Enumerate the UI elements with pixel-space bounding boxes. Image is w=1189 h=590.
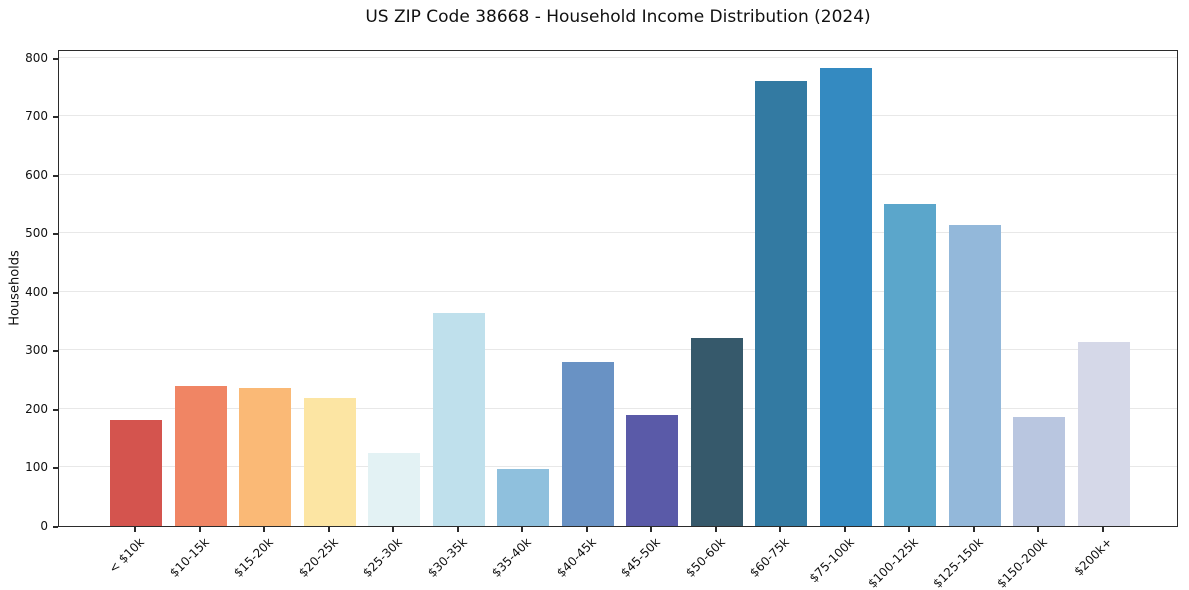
gridline-100 <box>59 466 1177 468</box>
y-tick-mark-100 <box>53 467 58 470</box>
bar-$125-150k <box>948 224 1001 526</box>
gridline-400 <box>59 290 1177 292</box>
gridline-700 <box>59 115 1177 117</box>
bar-$200k+ <box>1077 341 1130 526</box>
bar-$20-25k <box>303 398 356 526</box>
bar-<$10k <box>110 420 163 526</box>
y-tick-mark-0 <box>53 526 58 528</box>
gridline-600 <box>59 173 1177 175</box>
x-tick-mark-1 <box>198 527 201 532</box>
plot-area <box>58 50 1178 527</box>
bar-$35-40k <box>497 468 550 526</box>
bar-$100-125k <box>884 203 937 526</box>
x-tick-mark-4 <box>392 527 395 532</box>
bar-$45-50k <box>626 415 679 526</box>
y-tick-label-700: 700 <box>25 109 48 124</box>
y-tick-label-0: 0 <box>40 519 48 533</box>
gridline-300 <box>59 349 1177 351</box>
y-tick-mark-500 <box>53 233 58 236</box>
gridline-800 <box>59 56 1177 58</box>
x-tick-mark-2 <box>263 527 266 532</box>
y-tick-mark-800 <box>53 57 58 60</box>
y-tick-label-100: 100 <box>25 460 48 475</box>
x-tick-mark-3 <box>327 527 330 532</box>
x-tick-mark-8 <box>650 527 653 532</box>
x-tick-mark-15 <box>1101 527 1104 532</box>
x-tick-mark-13 <box>972 527 975 532</box>
x-tick-mark-9 <box>714 527 717 532</box>
x-tick-mark-10 <box>779 527 782 532</box>
y-tick-mark-400 <box>53 291 58 294</box>
x-tick-mark-12 <box>908 527 911 532</box>
bar-$40-45k <box>561 361 614 526</box>
y-tick-label-400: 400 <box>25 284 48 299</box>
y-tick-label-200: 200 <box>25 401 48 416</box>
y-tick-mark-200 <box>53 408 58 411</box>
y-tick-label-600: 600 <box>25 167 48 182</box>
chart-title: US ZIP Code 38668 - Household Income Dis… <box>365 7 871 27</box>
bar-$30-35k <box>432 312 485 526</box>
y-tick-mark-600 <box>53 174 58 177</box>
x-tick-mark-0 <box>134 527 137 532</box>
y-tick-mark-700 <box>53 116 58 119</box>
y-tick-label-500: 500 <box>25 226 48 241</box>
bar-$10-15k <box>174 386 227 526</box>
bar-$60-75k <box>755 80 808 526</box>
x-tick-mark-6 <box>521 527 524 532</box>
x-tick-label-0: < $10k <box>106 535 148 576</box>
bar-$75-100k <box>819 68 872 526</box>
y-tick-label-800: 800 <box>25 50 48 65</box>
bar-$150-200k <box>1013 417 1066 526</box>
y-tick-label-300: 300 <box>25 343 48 358</box>
bar-$50-60k <box>690 338 743 526</box>
x-tick-mark-5 <box>456 527 459 532</box>
x-tick-mark-7 <box>585 527 588 532</box>
bar-$15-20k <box>239 388 292 526</box>
y-tick-mark-300 <box>53 350 58 353</box>
gridline-200 <box>59 407 1177 409</box>
gridline-500 <box>59 232 1177 234</box>
x-tick-mark-11 <box>843 527 846 532</box>
x-tick-mark-14 <box>1037 527 1040 532</box>
bar-$25-30k <box>368 452 421 526</box>
